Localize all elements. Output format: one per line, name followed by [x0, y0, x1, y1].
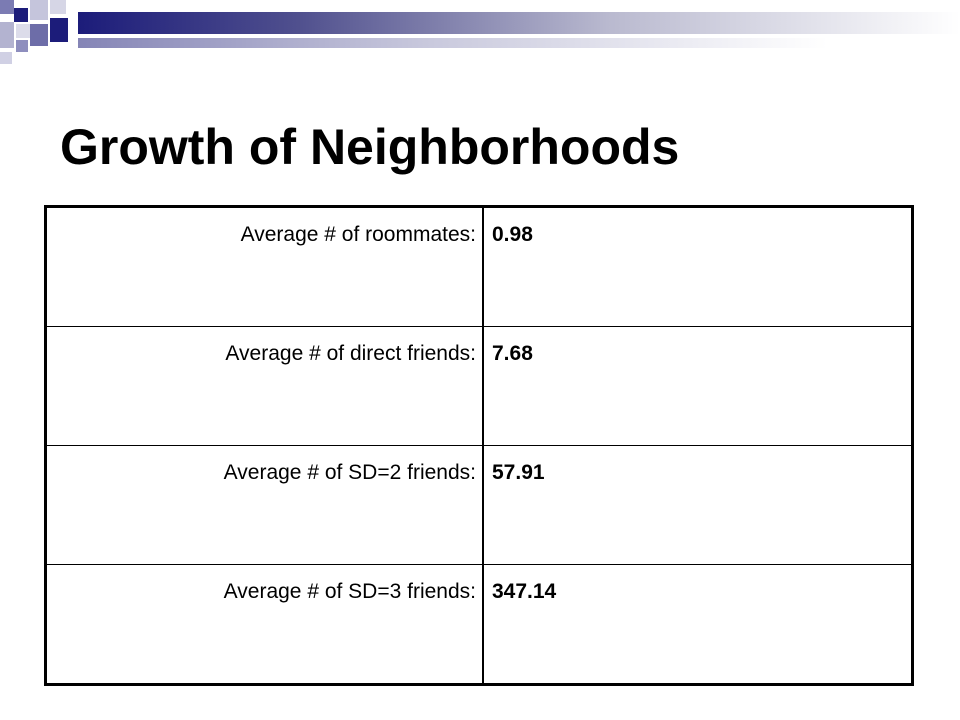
mosaic-square [50, 18, 68, 42]
row-value: 0.98 [483, 206, 913, 327]
row-label: Average # of roommates: [45, 206, 484, 327]
mosaic-square [16, 24, 30, 38]
mosaic-square [0, 0, 14, 14]
row-label: Average # of SD=3 friends: [45, 564, 484, 685]
mosaic-square [50, 0, 66, 14]
mosaic-square [14, 8, 28, 22]
header-band [78, 12, 960, 48]
mosaic-square [16, 40, 28, 52]
header-band-bottom [78, 38, 960, 48]
row-value: 347.14 [483, 564, 913, 685]
row-label: Average # of SD=2 friends: [45, 445, 484, 565]
table-row: Average # of SD=2 friends: 57.91 [45, 445, 913, 565]
table-row: Average # of roommates: 0.98 [45, 206, 913, 327]
table-row: Average # of SD=3 friends: 347.14 [45, 564, 913, 685]
mosaic-square [30, 0, 48, 20]
mosaic-square [30, 24, 48, 46]
header-band-top [78, 12, 960, 34]
slide-title: Growth of Neighborhoods [60, 118, 680, 175]
row-label: Average # of direct friends: [45, 326, 484, 446]
mosaic-square [0, 52, 12, 64]
neighborhood-stats-table: Average # of roommates: 0.98 Average # o… [44, 205, 914, 686]
table-row: Average # of direct friends: 7.68 [45, 326, 913, 446]
row-value: 57.91 [483, 445, 913, 565]
row-value: 7.68 [483, 326, 913, 446]
mosaic-square [0, 22, 14, 48]
